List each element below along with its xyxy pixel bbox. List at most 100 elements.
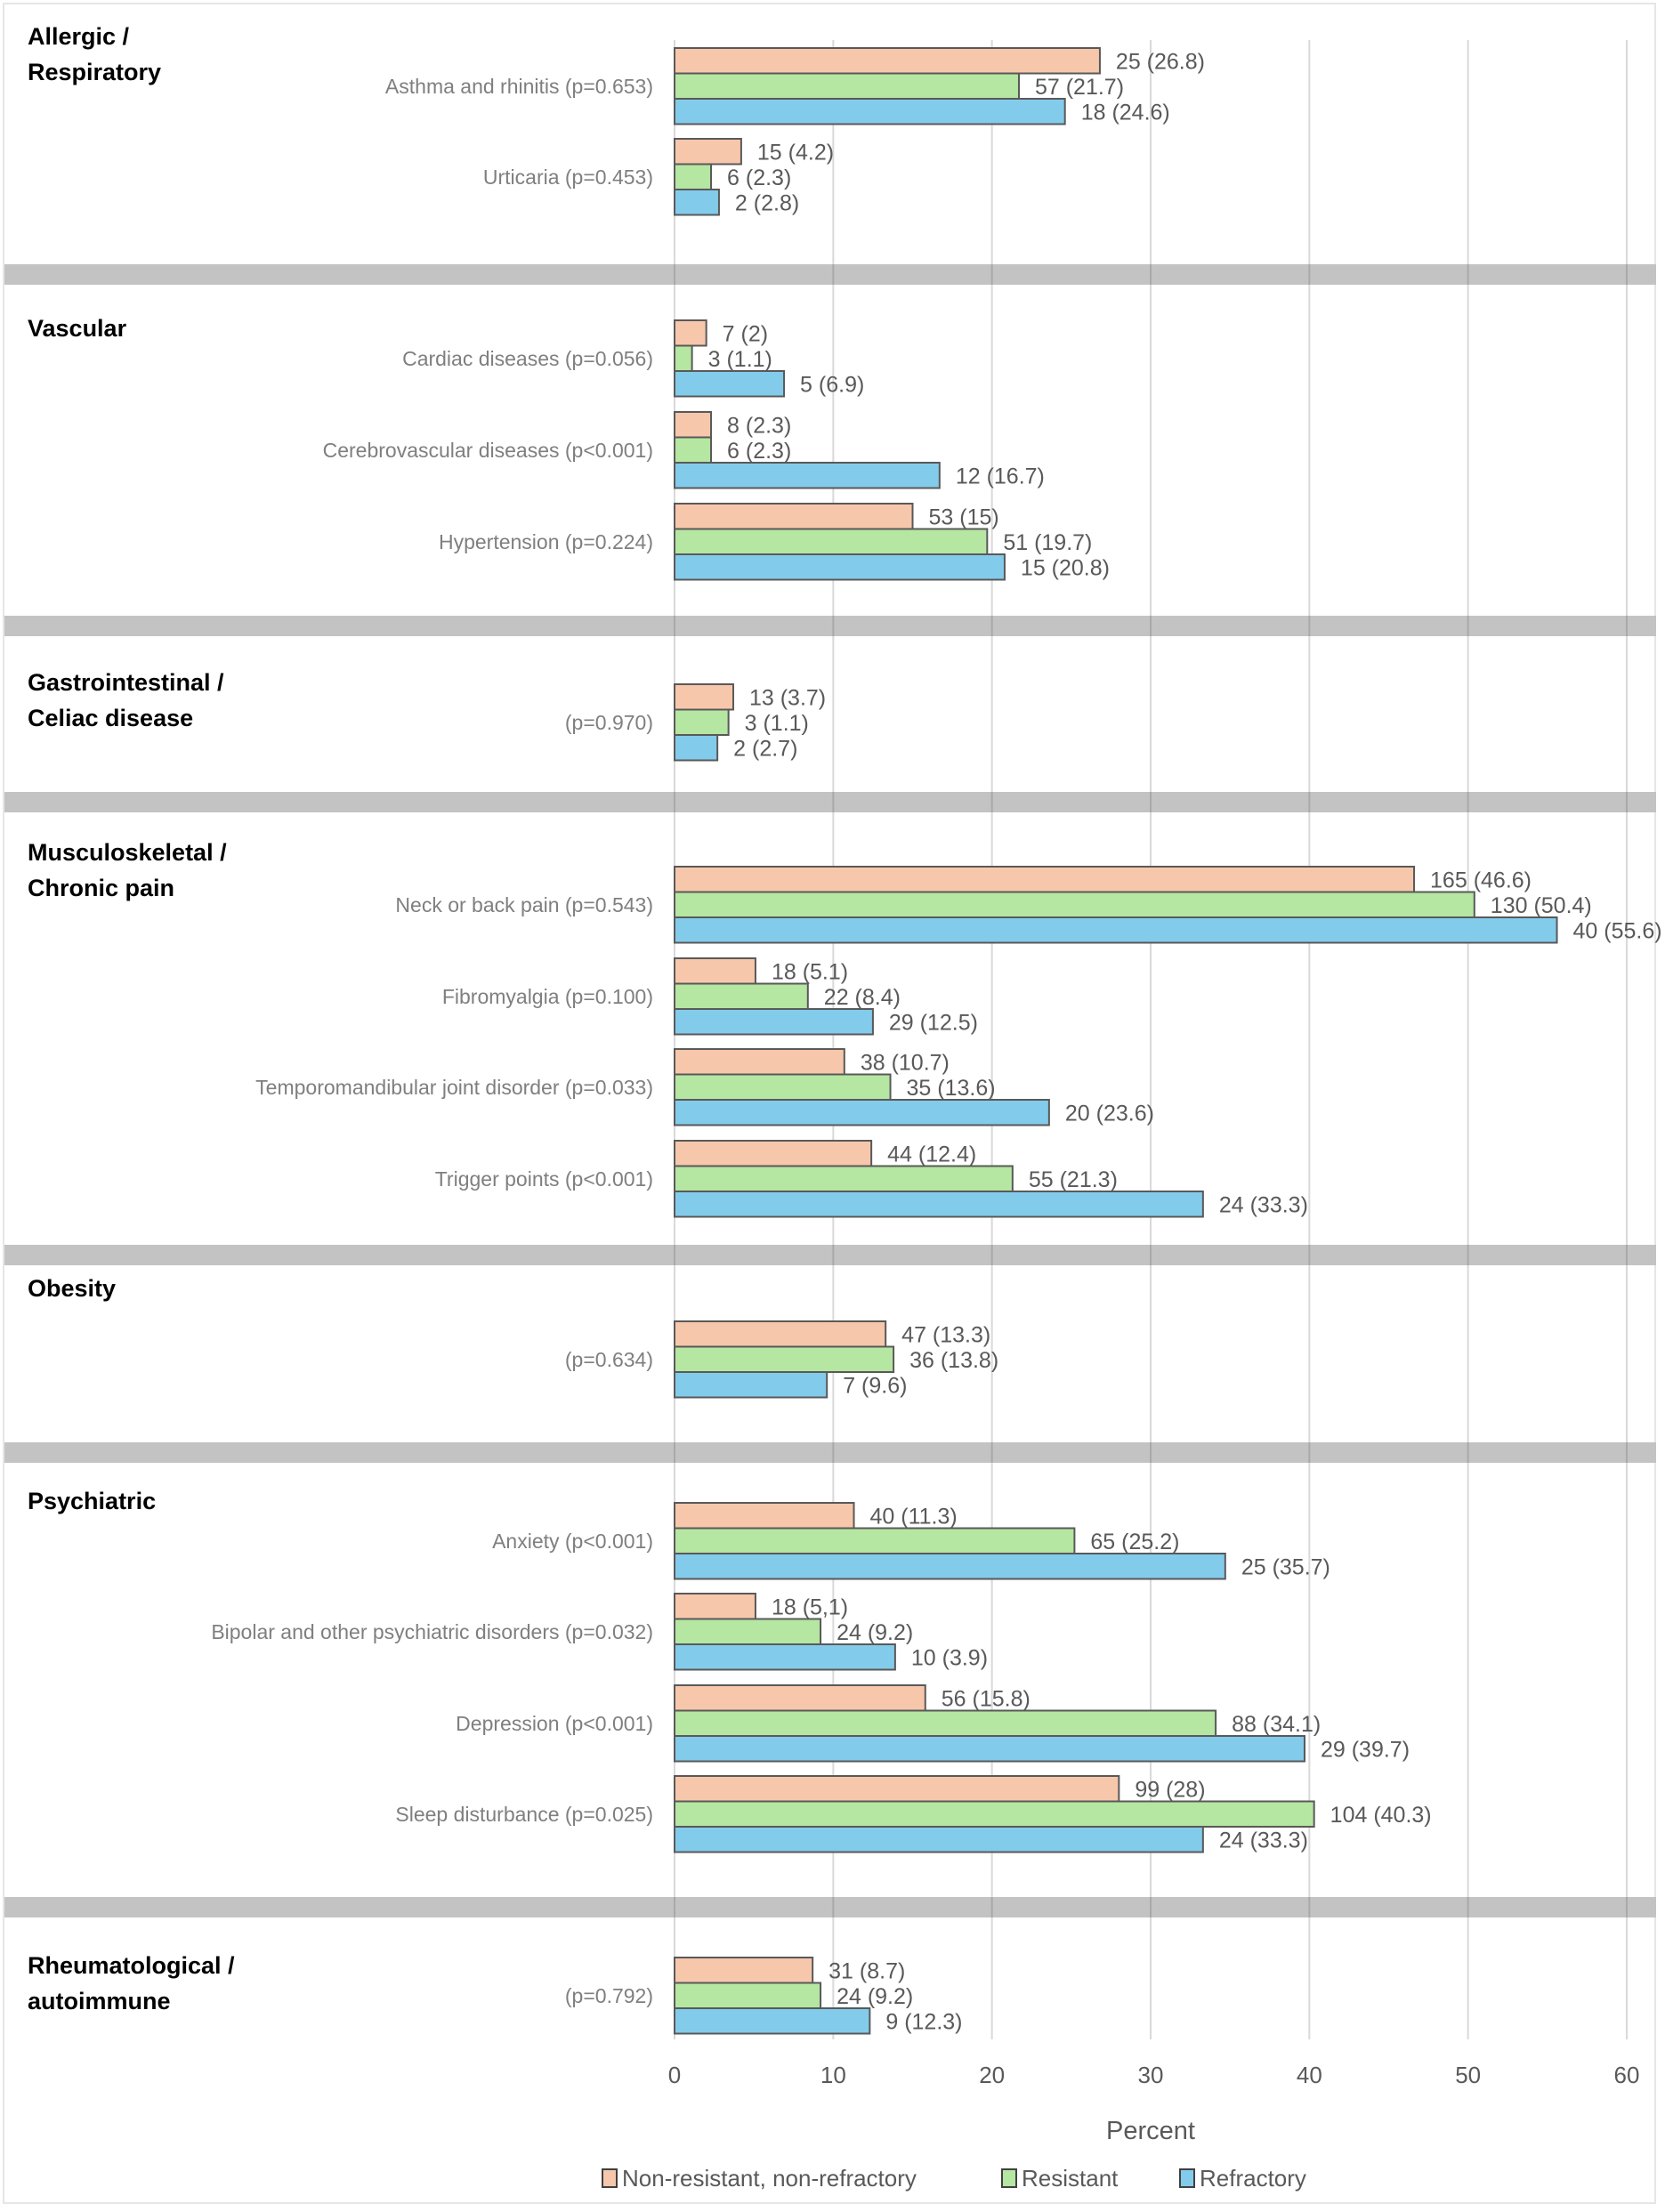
category-label: Bipolar and other psychiatric disorders … [211,1620,653,1643]
group-heading: Chronic pain [28,875,174,901]
category-label: Urticaria (p=0.453) [483,165,653,189]
category-label: (p=0.634) [565,1348,653,1371]
data-label: 44 (12.4) [887,1142,976,1167]
data-label: 65 (25.2) [1090,1530,1179,1554]
x-tick-label: 30 [1138,2062,1164,2088]
data-label: 24 (9.2) [837,1984,913,2009]
legend-swatch [1001,2168,1017,2188]
data-label: 31 (8.7) [828,1958,905,1983]
data-label: 51 (19.7) [1003,530,1092,555]
data-label: 15 (20.8) [1021,555,1110,580]
bar-non-resistant-non-refractory [674,47,1101,75]
data-label: 3 (1.1) [708,347,772,372]
group-heading: Celiac disease [28,705,193,731]
group-heading: Allergic / [28,23,130,50]
bar-refractory [674,1008,874,1036]
bar-refractory [674,462,941,489]
bar-resistant [674,1165,1014,1192]
bar-resistant [674,708,730,736]
bar-refractory [674,370,786,398]
data-label: 130 (50.4) [1491,893,1592,918]
bar-resistant [674,1618,822,1645]
bar-non-resistant-non-refractory [674,1048,845,1076]
bar-refractory [674,1553,1226,1580]
x-tick-label: 20 [979,2062,1005,2088]
group-heading: autoimmune [28,1988,171,2014]
data-label: 3 (1.1) [745,711,809,736]
category-label: Temporomandibular joint disorder (p=0.03… [255,1076,653,1099]
category-label: Asthma and rhinitis (p=0.653) [385,75,653,98]
category-label: Hypertension (p=0.224) [439,530,653,553]
data-label: 29 (39.7) [1321,1737,1410,1762]
data-label: 35 (13.6) [907,1076,996,1101]
bar-resistant [674,163,713,190]
bar-non-resistant-non-refractory [674,683,734,711]
data-label: 25 (26.8) [1116,49,1205,74]
group-separator [4,1245,1656,1265]
chart-frame [3,3,1656,2204]
data-label: 18 (5.1) [772,959,848,984]
group-separator [4,264,1656,285]
bar-refractory [674,1643,896,1671]
category-label: Cardiac diseases (p=0.056) [402,347,653,370]
category-label: Sleep disturbance (p=0.025) [395,1803,653,1826]
data-label: 24 (33.3) [1219,1828,1308,1853]
bar-non-resistant-non-refractory [674,1684,926,1712]
bar-refractory [674,98,1066,125]
data-label: 10 (3.9) [911,1645,988,1670]
bar-resistant [674,72,1020,100]
bar-non-resistant-non-refractory [674,319,707,347]
data-label: 12 (16.7) [956,464,1045,488]
category-label: Cerebrovascular diseases (p<0.001) [323,439,653,462]
data-label: 24 (33.3) [1219,1192,1308,1217]
legend-label: Non-resistant, non-refractory [622,2165,917,2192]
data-label: 13 (3.7) [749,685,826,710]
x-tick-label: 60 [1614,2062,1640,2088]
bar-refractory [674,553,1006,581]
bar-resistant [674,528,989,555]
group-heading: Respiratory [28,59,161,85]
bar-non-resistant-non-refractory [674,1957,814,1984]
legend-label: Refractory [1200,2165,1306,2192]
data-label: 9 (12.3) [885,2009,962,2034]
category-label: Neck or back pain (p=0.543) [395,893,653,916]
group-separator [4,1897,1656,1917]
bar-refractory [674,1826,1204,1853]
data-label: 7 (2) [723,321,768,346]
group-separator [4,792,1656,812]
x-tick-label: 0 [668,2062,681,2088]
bar-non-resistant-non-refractory [674,1320,887,1348]
data-label: 165 (46.6) [1430,868,1532,892]
bar-resistant [674,1073,892,1101]
bar-non-resistant-non-refractory [674,1140,873,1167]
data-label: 38 (10.7) [861,1050,950,1075]
data-label: 40 (55.6) [1573,918,1662,943]
bar-non-resistant-non-refractory [674,138,742,165]
bar-refractory [674,1099,1050,1126]
data-label: 2 (2.8) [735,190,799,215]
bar-refractory [674,1191,1204,1218]
data-label: 5 (6.9) [800,372,864,397]
data-label: 18 (24.6) [1081,100,1170,125]
bar-resistant [674,1345,895,1373]
data-label: 40 (11.3) [870,1504,958,1529]
data-label: 25 (35.7) [1241,1554,1330,1579]
bar-resistant [674,1982,822,2009]
bar-non-resistant-non-refractory [674,957,756,985]
data-label: 7 (9.6) [843,1373,907,1398]
bar-refractory [674,1371,828,1399]
x-tick-label: 40 [1297,2062,1322,2088]
data-label: 88 (34.1) [1232,1712,1321,1737]
data-label: 57 (21.7) [1035,75,1124,100]
legend-label: Resistant [1022,2165,1119,2192]
data-label: 55 (21.3) [1029,1167,1118,1192]
data-label: 56 (15.8) [942,1686,1031,1711]
data-label: 104 (40.3) [1330,1803,1432,1828]
data-label: 18 (5,1) [772,1594,848,1619]
bar-refractory [674,189,720,216]
group-heading: Gastrointestinal / [28,669,224,696]
data-label: 47 (13.3) [901,1322,990,1347]
category-label: (p=0.970) [565,711,653,734]
data-label: 53 (15) [929,505,999,529]
category-label: Depression (p<0.001) [456,1712,653,1735]
